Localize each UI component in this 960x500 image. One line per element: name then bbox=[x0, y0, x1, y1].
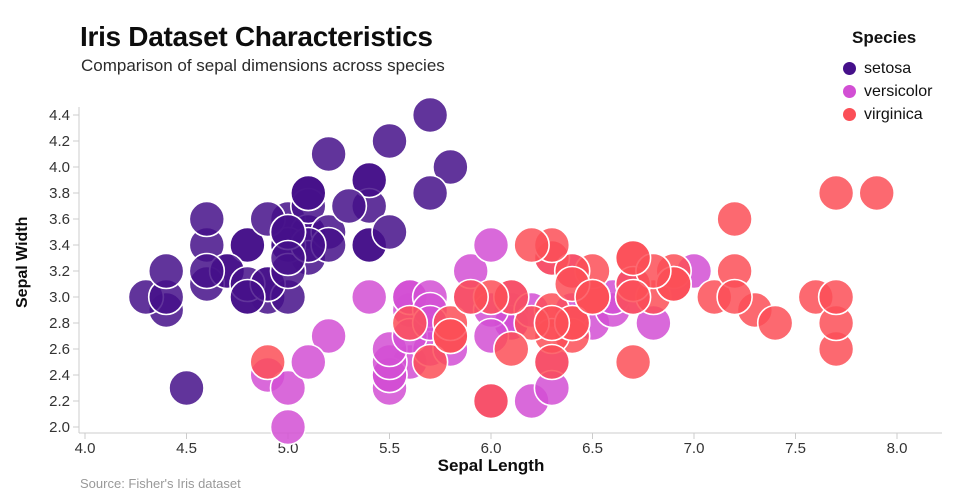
page-title: Iris Dataset Characteristics bbox=[80, 21, 433, 52]
y-tick-label: 4.4 bbox=[49, 107, 70, 124]
x-tick-label: 5.5 bbox=[379, 440, 400, 457]
data-point-virginica bbox=[452, 278, 490, 316]
y-tick-label: 3.8 bbox=[49, 185, 70, 202]
y-tick-label: 3.4 bbox=[49, 237, 70, 254]
legend-title: Species bbox=[852, 28, 917, 47]
legend-label: versicolor bbox=[864, 82, 933, 100]
y-tick-label: 2.0 bbox=[49, 419, 70, 436]
y-tick-label: 2.2 bbox=[49, 393, 70, 410]
y-tick-label: 3.2 bbox=[49, 263, 70, 280]
data-point-versicolor bbox=[269, 408, 307, 446]
legend-item-virginica[interactable]: virginica bbox=[843, 103, 932, 126]
x-tick-label: 8.0 bbox=[887, 440, 908, 457]
data-point-virginica bbox=[817, 174, 855, 212]
data-point-virginica bbox=[858, 174, 896, 212]
data-point-virginica bbox=[411, 343, 449, 381]
y-tick-label: 2.8 bbox=[49, 315, 70, 332]
y-tick-label: 2.6 bbox=[49, 341, 70, 358]
legend-swatch-setosa bbox=[843, 62, 856, 75]
data-point-versicolor bbox=[350, 278, 388, 316]
legend-swatch-versicolor bbox=[843, 85, 856, 98]
data-point-setosa bbox=[411, 96, 449, 134]
x-tick-label: 7.0 bbox=[684, 440, 705, 457]
data-point-setosa bbox=[229, 226, 266, 264]
data-point-virginica bbox=[716, 200, 753, 238]
data-point-virginica bbox=[513, 226, 550, 264]
legend-item-versicolor[interactable]: versicolor bbox=[843, 80, 932, 103]
data-point-virginica bbox=[533, 343, 571, 381]
legend-label: setosa bbox=[864, 59, 912, 77]
x-tick-label: 7.5 bbox=[785, 440, 806, 457]
data-point-virginica bbox=[614, 278, 652, 316]
data-point-setosa bbox=[188, 200, 226, 238]
data-point-setosa bbox=[289, 174, 327, 212]
data-point-setosa bbox=[269, 239, 307, 277]
data-point-virginica bbox=[817, 278, 855, 316]
y-tick-label: 4.0 bbox=[49, 159, 70, 176]
data-point-virginica bbox=[432, 317, 469, 355]
data-point-versicolor bbox=[289, 343, 327, 381]
x-axis-title: Sepal Length bbox=[437, 456, 545, 475]
data-point-setosa bbox=[330, 187, 368, 225]
data-point-setosa bbox=[147, 252, 185, 290]
legend-items: setosa versicolor virginica bbox=[843, 57, 932, 126]
y-tick-label: 3.6 bbox=[49, 211, 70, 228]
y-axis-title: Sepal Width bbox=[14, 216, 31, 309]
data-point-virginica bbox=[756, 304, 794, 342]
data-point-setosa bbox=[310, 135, 347, 173]
data-point-setosa bbox=[411, 174, 449, 212]
data-point-virginica bbox=[574, 278, 611, 316]
data-point-virginica bbox=[614, 343, 652, 381]
data-point-virginica bbox=[391, 304, 429, 342]
data-point-setosa bbox=[168, 369, 205, 407]
data-point-virginica bbox=[492, 330, 530, 368]
y-tick-label: 3.0 bbox=[49, 289, 70, 306]
y-tick-label: 2.4 bbox=[49, 367, 70, 384]
data-point-setosa bbox=[371, 122, 408, 160]
data-point-virginica bbox=[716, 278, 753, 316]
data-point-setosa bbox=[188, 252, 226, 290]
data-point-setosa bbox=[350, 161, 388, 199]
data-point-setosa bbox=[371, 213, 408, 251]
page-subtitle: Comparison of sepal dimensions across sp… bbox=[81, 56, 445, 75]
legend: Species setosa versicolor virginica bbox=[843, 28, 932, 126]
x-tick-label: 4.5 bbox=[176, 440, 197, 457]
legend-label: virginica bbox=[864, 105, 923, 123]
data-point-virginica bbox=[614, 239, 652, 277]
data-point-virginica bbox=[249, 343, 287, 381]
x-tick-label: 6.5 bbox=[582, 440, 603, 457]
data-point-versicolor bbox=[310, 317, 347, 355]
data-point-setosa bbox=[229, 278, 266, 316]
data-point-setosa bbox=[432, 148, 469, 186]
source-note: Source: Fisher's Iris dataset bbox=[80, 476, 241, 491]
legend-item-setosa[interactable]: setosa bbox=[843, 57, 932, 80]
data-point-versicolor bbox=[269, 369, 307, 407]
x-tick-label: 6.0 bbox=[481, 440, 502, 457]
data-point-versicolor bbox=[472, 226, 510, 264]
y-tick-label: 4.2 bbox=[49, 133, 70, 150]
data-point-virginica bbox=[472, 382, 510, 420]
x-tick-label: 4.0 bbox=[75, 440, 96, 457]
legend-swatch-virginica bbox=[843, 108, 856, 121]
data-point-virginica bbox=[533, 304, 571, 342]
